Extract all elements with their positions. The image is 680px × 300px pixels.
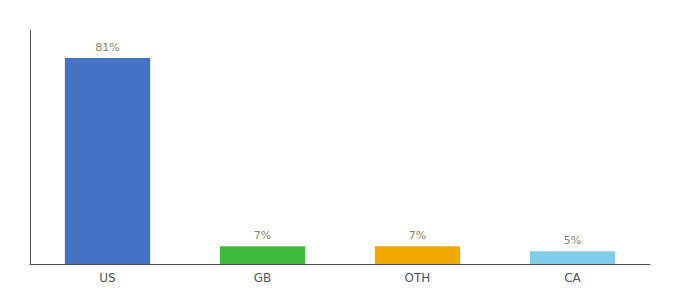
svg-text:5%: 5% [564, 234, 581, 247]
svg-text:7%: 7% [409, 229, 426, 242]
svg-text:US: US [99, 271, 115, 285]
svg-text:7%: 7% [254, 229, 271, 242]
svg-text:CA: CA [564, 271, 581, 285]
svg-text:OTH: OTH [405, 271, 431, 285]
svg-text:GB: GB [254, 271, 272, 285]
svg-text:81%: 81% [95, 41, 119, 54]
